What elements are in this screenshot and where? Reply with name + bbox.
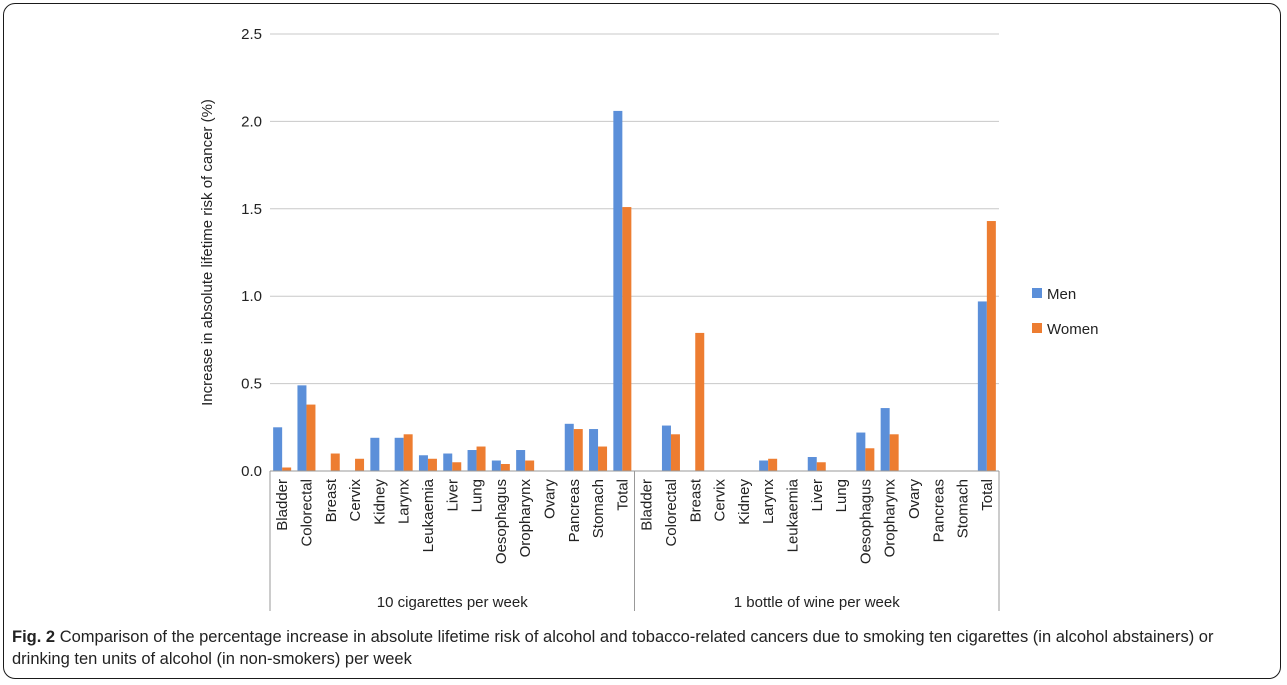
x-tick-label: Breast — [323, 478, 340, 522]
figure-label: Fig. 2 — [12, 628, 56, 646]
bar-men — [273, 427, 283, 471]
x-tick-label: Bladder — [274, 479, 291, 531]
bar-men — [564, 423, 574, 471]
bar-men — [297, 385, 307, 471]
bar-women — [670, 434, 680, 471]
y-tick-label: 0.5 — [241, 376, 262, 393]
bar-women — [306, 404, 316, 471]
bar-women — [986, 221, 996, 471]
x-tick-label: Larynx — [396, 479, 413, 525]
bar-women — [330, 453, 340, 471]
y-tick-label: 0.0 — [241, 463, 262, 480]
bar-women — [816, 462, 826, 471]
bar-men — [589, 429, 599, 471]
bar-women — [452, 462, 462, 471]
y-tick-label: 1.5 — [241, 201, 262, 218]
bar-men — [516, 450, 526, 471]
x-tick-label: Larynx — [760, 479, 777, 525]
bar-women — [476, 446, 486, 471]
x-tick-label: Oesophagus — [857, 479, 874, 564]
bar-women — [622, 207, 632, 471]
x-tick-label: Total — [614, 479, 631, 511]
bar-women — [403, 434, 413, 471]
y-tick-label: 2.0 — [241, 113, 262, 130]
legend-swatch-women — [1032, 323, 1042, 333]
x-tick-label: Lung — [833, 479, 850, 512]
figure-caption: Fig. 2 Comparison of the percentage incr… — [12, 626, 1272, 670]
bar-men — [467, 450, 477, 471]
x-tick-label: Leukaemia — [784, 478, 801, 552]
group-label: 10 cigarettes per week — [377, 594, 528, 611]
x-tick-label: Oesophagus — [493, 479, 510, 564]
x-tick-label: Liver — [444, 479, 461, 512]
x-tick-label: Colorectal — [663, 479, 680, 547]
x-tick-label: Pancreas — [566, 479, 583, 542]
y-tick-label: 1.0 — [241, 288, 262, 305]
x-tick-label: Leukaemia — [420, 478, 437, 552]
y-axis-title: Increase in absolute lifetime risk of ca… — [199, 99, 216, 406]
bar-men — [759, 460, 769, 471]
bar-men — [661, 425, 671, 471]
x-tick-label: Bladder — [639, 479, 656, 531]
x-tick-label: Ovary — [541, 479, 558, 520]
bar-women — [768, 458, 778, 471]
bar-women — [427, 458, 437, 471]
x-tick-label: Stomach — [590, 479, 607, 538]
x-tick-label: Cervix — [347, 479, 364, 522]
bar-women — [598, 446, 608, 471]
x-tick-label: Kidney — [371, 479, 388, 525]
x-tick-label: Oropharynx — [882, 479, 899, 558]
bar-men — [443, 453, 453, 471]
bar-men — [394, 437, 404, 471]
x-tick-label: Pancreas — [930, 479, 947, 542]
x-tick-label: Ovary — [906, 479, 923, 520]
bar-women — [573, 429, 583, 471]
x-tick-label: Breast — [687, 478, 704, 522]
x-tick-label: Total — [979, 479, 996, 511]
bar-women — [500, 464, 510, 471]
bar-men — [418, 455, 428, 471]
x-tick-label: Oropharynx — [517, 479, 534, 558]
bar-men — [880, 408, 890, 471]
x-tick-label: Kidney — [736, 479, 753, 525]
figure-frame — [3, 3, 1281, 679]
bar-women — [525, 460, 535, 471]
bar-women — [865, 448, 875, 471]
legend-label-women: Women — [1047, 321, 1098, 338]
y-tick-label: 2.5 — [241, 26, 262, 43]
x-tick-label: Lung — [469, 479, 486, 512]
legend-swatch-men — [1032, 288, 1042, 298]
x-tick-label: Cervix — [712, 479, 729, 522]
bar-men — [370, 437, 380, 471]
bar-women — [282, 467, 292, 471]
bar-women — [695, 332, 705, 471]
group-label: 1 bottle of wine per week — [734, 594, 900, 611]
bar-women — [355, 458, 365, 471]
x-tick-label: Colorectal — [298, 479, 315, 547]
bar-chart: 0.0 0.5 1.0 1.5 2.0 2.5 Increase in absolute l… — [199, 26, 1098, 611]
caption-text: Comparison of the percentage increase in… — [12, 628, 1214, 668]
bar-women — [889, 434, 899, 471]
x-tick-label: Stomach — [955, 479, 972, 538]
legend-label-men: Men — [1047, 286, 1076, 303]
bar-men — [977, 301, 987, 471]
bar-men — [491, 460, 501, 471]
x-tick-label: Liver — [809, 479, 826, 512]
bar-men — [807, 457, 817, 471]
bar-men — [856, 432, 866, 471]
bar-men — [613, 110, 623, 472]
